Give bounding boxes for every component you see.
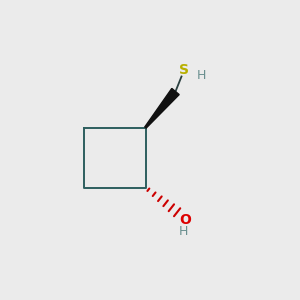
Text: S: S xyxy=(179,63,190,76)
Text: H: H xyxy=(196,69,206,82)
Text: O: O xyxy=(179,213,191,226)
Text: H: H xyxy=(178,225,188,238)
Polygon shape xyxy=(145,88,179,128)
